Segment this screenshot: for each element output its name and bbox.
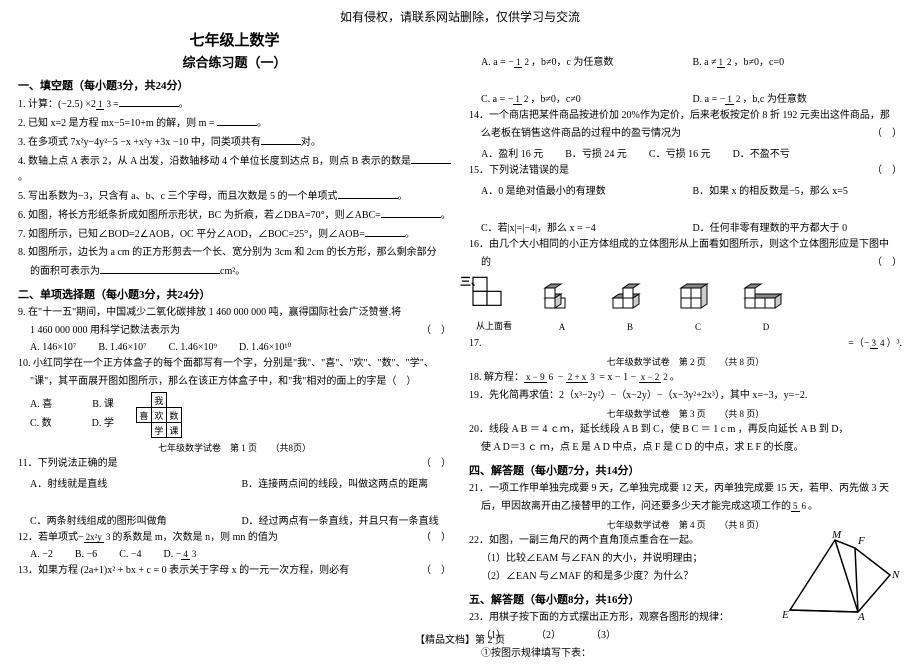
q14b: 么老板在销售这件商品的过程中的盈亏情况为（ ） xyxy=(469,126,902,142)
q19: 19．先化简再求值：2（x³−2y²）−（x−2y）−（x−3y²+2x³），其… xyxy=(469,388,902,404)
q15-opts: A．0 是绝对值最小的有理数B．如果 x 的相反数是−5，那么 x=5 C．若|… xyxy=(481,182,902,234)
doc-footer: 【精品文档】第 2 页 xyxy=(0,631,920,646)
q17: 17.=（−34）³. xyxy=(469,336,902,352)
q14-opts: A．盈利 16 元B．亏损 24 元C．亏损 16 元D．不盈不亏 xyxy=(481,145,902,160)
svg-text:F: F xyxy=(857,535,865,547)
q6: 6. 如图，将长方形纸条折成如图所示形状，BC 为折痕，若∠DBA=70°，则∠… xyxy=(18,207,451,224)
svg-text:E: E xyxy=(781,609,789,620)
q23e: ①按图示规律填写下表： xyxy=(469,646,902,662)
q9a: 9. 在"十一五"期间，中国减少二氧化碳排放 1 460 000 000 吨，赢… xyxy=(18,305,451,321)
q12-opts: A. −2B. −6C. −4D. −43 xyxy=(30,549,451,560)
doc-subtitle: 综合练习题（一） xyxy=(18,52,451,71)
svg-text:M: M xyxy=(831,530,842,541)
q10a: 10. 小红同学在一个正方体盒子的每个面都写有一个字，分别是"我"、"喜"、"欢… xyxy=(18,356,451,372)
q11: 11．下列说法正确的是（ ） xyxy=(18,456,451,472)
q21a: 21．一项工作甲单独完成要 9 天，乙单独完成要 12 天，丙单独完成要 15 … xyxy=(469,481,902,497)
q16b: 的（ ） xyxy=(469,255,902,271)
q15: 15．下列说法错误的是（ ） xyxy=(469,163,902,179)
q13-opts: A. a = −12，b≠0，c 为任意数 B. a ≠12，b≠0，c=0 C… xyxy=(481,53,902,105)
section-2: 二、单项选择题（每小题3分，共24分） xyxy=(18,286,451,302)
q16a: 16．由几个大小相同的小正方体组成的立体图形从上面看如图所示，则这个立体图形应是… xyxy=(469,237,902,253)
q7: 7. 如图所示，已知∠BOD=2∠AOB，OC 平分∠AOD，∠BOC=25°，… xyxy=(18,226,451,243)
q3: 3. 在多项式 7x²y−4y²−5 −x +x²y +3x −10 中，同类项… xyxy=(18,134,451,151)
q10b: "课"，其平面展开图如图所示，那么在该正方体盒子中，和"我"相对的面上的字是（ … xyxy=(18,374,451,390)
q13: 13．如果方程 (2a+1)x² + bx + c = 0 表示关于字母 x 的… xyxy=(18,563,451,579)
q12: 12．若单项式−2x²y3的系数是 m，次数是 n，则 mn 的值为（ ） xyxy=(18,530,451,546)
q2: 2. 已知 x=2 是方程 mx−5=10+m 的解，则 m = 。 xyxy=(18,115,451,132)
q18: 18. 解方程：x − 96 − 2 + x3 = x − 1 − x − 22… xyxy=(469,370,902,386)
q20a: 20．线段 A B ＝ 4 ｃｍ，延长线段 A B 到 C，使 B C ＝ 1 … xyxy=(469,422,902,438)
svg-text:N: N xyxy=(891,569,900,581)
q8b: 的面积可表示为cm²。 xyxy=(18,263,451,280)
q20b: 使 A D＝3 ｃ ｍ，点 E 是 A D 中点，点 F 是 C D 的中点，求… xyxy=(469,440,902,456)
left-column: 七年级上数学 综合练习题（一） 一、填空题（每小题3分，共24分） 1. 计算：… xyxy=(18,25,451,664)
q10-opts: A. 喜B. 课 C. 数D. 学 xyxy=(30,395,114,429)
cube-net: 我 喜欢数 学课 xyxy=(122,392,182,438)
q14a: 14．一个商店把某件商品按进价加 20%作为定价，后来老板按定价 8 折 192… xyxy=(469,108,902,124)
q4: 4. 数轴上点 A 表示 2，从 A 出发，沿数轴移动 4 个单位长度到达点 B… xyxy=(18,153,451,186)
section-1: 一、填空题（每小题3分，共24分） xyxy=(18,77,451,93)
q1: 1. 计算：(−2.5) ×213=。 xyxy=(18,96,451,113)
q11-opts: A．射线就是直线B．连接两点间的线段，叫做这两点的距离 C．两条射线组成的图形叫… xyxy=(30,475,451,527)
right-column: A. a = −12，b≠0，c 为任意数 B. a ≠12，b≠0，c=0 C… xyxy=(469,25,902,664)
page-no-1: 七年级数学试卷 第 1 页 （共8页） xyxy=(18,441,451,454)
q5: 5. 写出系数为−3，只含有 a、b、c 三个字母，而且次数是 5 的一个单项式… xyxy=(18,188,451,205)
cube-diagram-row: 从上面看 A B C D xyxy=(469,275,902,332)
svg-text:A: A xyxy=(857,611,865,620)
section-3-marker: 三、 xyxy=(460,273,482,289)
q8a: 8. 如图所示，边长为 a cm 的正方形剪去一个长、宽分别为 3cm 和 2c… xyxy=(18,245,451,261)
section-4: 四、解答题（每小题7分，共14分） xyxy=(469,462,902,478)
copyright-header: 如有侵权，请联系网站删除，仅供学习与交流 xyxy=(0,0,920,25)
doc-title: 七年级上数学 xyxy=(18,29,451,50)
page-no-2: 七年级数学试卷 第 2 页 （共 8 页） xyxy=(469,355,902,368)
triangle-diagram: M F N E A xyxy=(780,530,900,620)
q21b: 后，甲因故离开由乙接替甲的工作，问还要多少天才能完成这项工作的56。 xyxy=(469,499,902,515)
q9b: 1 460 000 000 用科学记数法表示为（ ） xyxy=(18,323,451,339)
q9-opts: A. 146×10⁷B. 1.46×10⁷C. 1.46×10⁹D. 1.46×… xyxy=(30,342,451,353)
page-no-3: 七年级数学试卷 第 3 页 （共 8 页） xyxy=(469,407,902,420)
